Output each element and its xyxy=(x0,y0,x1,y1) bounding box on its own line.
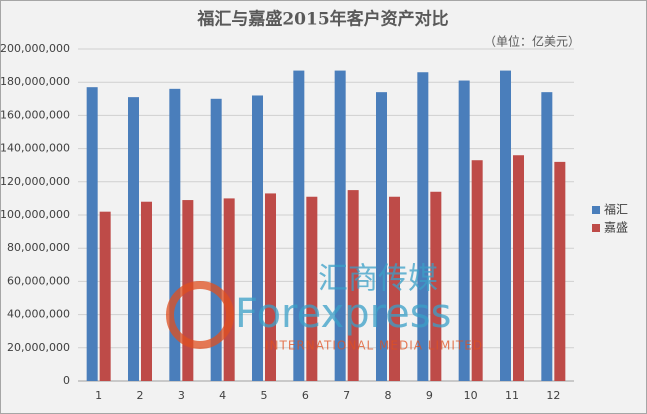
y-tick-label: 60,000,000 xyxy=(7,274,70,287)
x-tick-label: 6 xyxy=(302,389,309,402)
x-tick-label: 4 xyxy=(219,389,226,402)
x-tick-label: 3 xyxy=(178,389,185,402)
y-tick-label: 160,000,000 xyxy=(0,108,70,121)
y-tick-label: 20,000,000 xyxy=(7,341,70,354)
bar xyxy=(389,196,400,381)
y-tick-label: 100,000,000 xyxy=(0,208,70,221)
y-tick-label: 0 xyxy=(63,374,70,387)
bar xyxy=(306,196,318,381)
legend-swatch xyxy=(592,224,600,232)
bar xyxy=(458,80,470,381)
bar xyxy=(513,155,524,381)
y-tick-label: 200,000,000 xyxy=(0,42,70,55)
bar xyxy=(334,70,346,381)
chart-subtitle: （单位：亿美元） xyxy=(484,34,580,49)
bar xyxy=(223,198,235,381)
bar xyxy=(128,97,139,381)
watermark-logo xyxy=(166,281,234,349)
y-tick-label: 80,000,000 xyxy=(7,241,70,254)
watermark-sub: INTERNATIONAL MEDIA LIMITED xyxy=(265,339,483,353)
bar xyxy=(430,191,442,381)
watermark-cn: 汇商传媒 xyxy=(318,262,438,297)
bar xyxy=(169,88,181,381)
x-tick-label: 11 xyxy=(505,389,519,402)
bar xyxy=(541,92,553,381)
bar xyxy=(141,201,152,381)
bar xyxy=(376,92,387,381)
y-tick-label: 140,000,000 xyxy=(0,142,70,155)
x-tick-label: 7 xyxy=(343,389,350,402)
legend-swatch xyxy=(592,206,600,214)
y-tick-label: 180,000,000 xyxy=(0,75,70,88)
x-tick-label: 12 xyxy=(546,389,560,402)
bar xyxy=(293,70,305,381)
bar xyxy=(99,211,111,381)
y-tick-label: 120,000,000 xyxy=(0,175,70,188)
bar xyxy=(210,98,222,382)
bar xyxy=(500,70,511,381)
bar xyxy=(417,72,429,382)
x-tick-label: 1 xyxy=(95,389,102,402)
chart-title: 福汇与嘉盛2015年客户资产对比 xyxy=(196,9,448,30)
bar xyxy=(265,193,276,381)
watermark-en: Forexpress xyxy=(235,291,451,337)
legend-label: 福汇 xyxy=(604,202,628,217)
bar xyxy=(86,87,98,382)
x-tick-label: 10 xyxy=(464,389,478,402)
x-tick-label: 9 xyxy=(426,389,433,402)
x-tick-label: 2 xyxy=(137,389,144,402)
watermark: 汇商传媒 Forexpress INTERNATIONAL MEDIA LIMI… xyxy=(166,262,483,353)
bar xyxy=(252,95,263,381)
bar xyxy=(554,161,566,381)
bar xyxy=(471,160,483,381)
x-tick-label: 5 xyxy=(261,389,268,402)
x-tick-label: 8 xyxy=(385,389,392,402)
y-tick-label: 40,000,000 xyxy=(7,308,70,321)
bar xyxy=(347,190,359,381)
legend-label: 嘉盛 xyxy=(604,220,628,235)
